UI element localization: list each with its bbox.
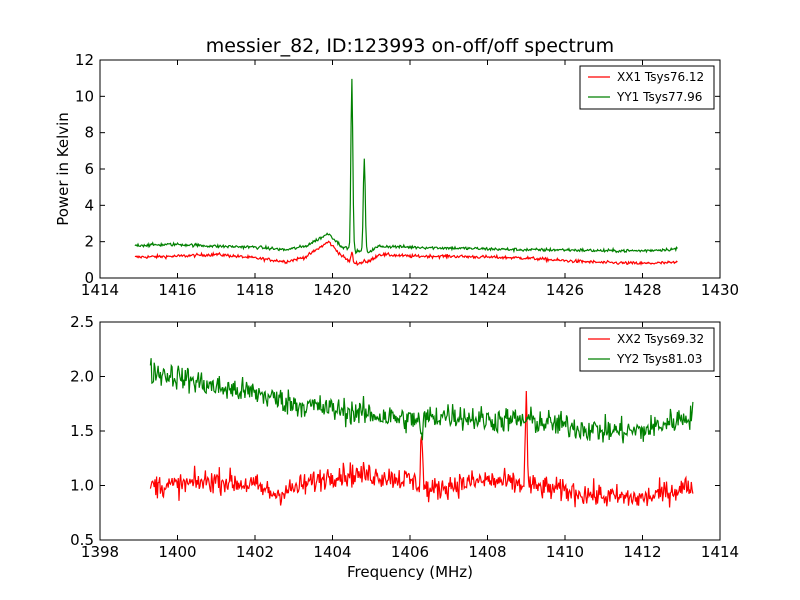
y-tick-label: 1.5 <box>70 422 94 440</box>
y-tick-label: 4 <box>84 196 94 214</box>
legend: XX2 Tsys69.32 YY2 Tsys81.03 <box>579 327 715 372</box>
legend-label: XX2 Tsys69.32 <box>617 332 704 346</box>
x-tick-label: 1424 <box>468 281 506 299</box>
x-tick-label: 1426 <box>546 281 584 299</box>
y-tick-label: 0.5 <box>70 531 94 549</box>
x-tick-label: 1430 <box>701 281 739 299</box>
x-tick-label: 1418 <box>236 281 274 299</box>
x-axis-label: Frequency (MHz) <box>347 563 473 581</box>
x-tick-label: 1406 <box>391 543 429 561</box>
y-tick-label: 10 <box>75 87 94 105</box>
series-line-2 <box>149 358 694 444</box>
legend-label: YY2 Tsys81.03 <box>616 352 702 366</box>
x-tick-label: 1416 <box>158 281 196 299</box>
x-tick-label: 1414 <box>701 543 739 561</box>
legend-label: YY1 Tsys77.96 <box>616 90 702 104</box>
x-tick-label: 1410 <box>546 543 584 561</box>
y-tick-label: 1.0 <box>70 477 94 495</box>
x-tick-label: 1420 <box>313 281 351 299</box>
x-tick-label: 1428 <box>623 281 661 299</box>
y-tick-label: 2 <box>84 233 94 251</box>
x-tick-label: 1422 <box>391 281 429 299</box>
legend: XX1 Tsys76.12 YY1 Tsys77.96 <box>579 65 715 110</box>
x-tick-label: 1414 <box>81 281 119 299</box>
bottom-panel: 1398 1400 1402 1404 1406 1408 1410 1412 1414 0.5 1… <box>70 313 739 561</box>
y-tick-label: 2.5 <box>70 313 94 331</box>
chart-title: messier_82, ID:123993 on-off/off spectru… <box>206 35 614 57</box>
series-line-2 <box>134 78 678 255</box>
y-tick-label: 0 <box>84 269 94 287</box>
series-line-1 <box>149 390 694 508</box>
x-tick-label: 1404 <box>313 543 351 561</box>
y-tick-label: 8 <box>84 124 94 142</box>
x-tick-label: 1412 <box>623 543 661 561</box>
series-line-1 <box>134 240 678 267</box>
x-tick-label: 1402 <box>236 543 274 561</box>
x-tick-label: 1400 <box>158 543 196 561</box>
top-panel: 1414 1416 1418 1420 1422 1424 1426 1428 1430 0 2 4 6… <box>75 51 739 299</box>
y-tick-label: 12 <box>75 51 94 69</box>
y-tick-label: 2.0 <box>70 368 94 386</box>
legend-label: XX1 Tsys76.12 <box>617 70 704 84</box>
y-tick-label: 6 <box>84 160 94 178</box>
x-tick-label: 1398 <box>81 543 119 561</box>
y-axis-label: Power in Kelvin <box>54 112 72 226</box>
x-tick-label: 1408 <box>468 543 506 561</box>
